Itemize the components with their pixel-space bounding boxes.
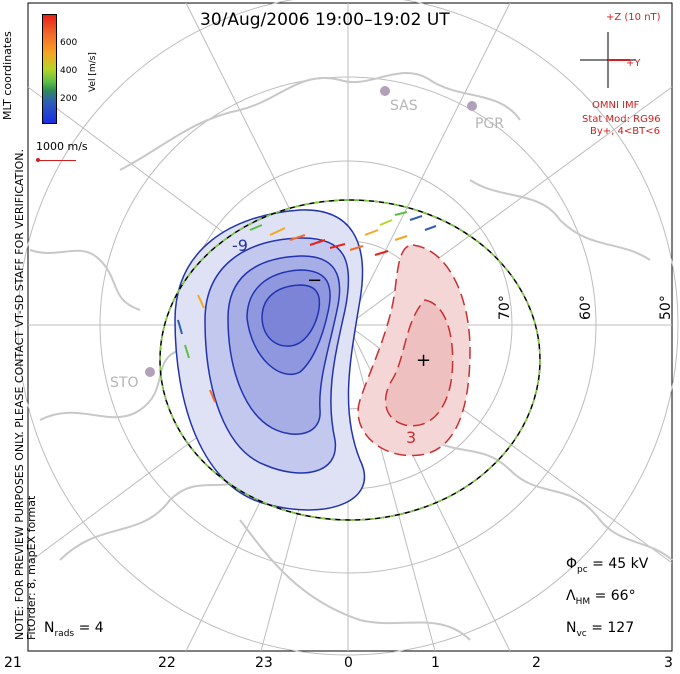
lat-label-60: 60° [578, 295, 594, 320]
station-sto-marker [145, 367, 155, 377]
neg-contour-5 [261, 284, 321, 347]
mlt-label-0: 0 [344, 655, 353, 671]
mlt-label-21: 21 [4, 655, 22, 671]
imf-y-label: +Y [626, 58, 641, 69]
imf-z-label: +Z (10 nT) [606, 12, 661, 23]
pos-contour-2 [384, 299, 454, 427]
station-pgr-label: PGR [475, 116, 505, 132]
station-sas-label: SAS [390, 98, 418, 114]
map-frame [27, 2, 673, 652]
scale-dot [36, 158, 40, 162]
lat-label-70: 70° [497, 295, 513, 320]
stat-phi-pc: Φpc = 45 kV [566, 556, 649, 575]
velocity-vectors [177, 211, 437, 403]
coordinate-label: MLT coordinates [1, 31, 14, 120]
hm-boundary-dash [159, 199, 541, 521]
scale-label: 1000 m/s [36, 140, 88, 153]
neg-contour-value: -9 [232, 236, 248, 255]
minus-marker: − [307, 270, 323, 291]
imf-condition: By+, 4<BT<6 [590, 126, 660, 137]
mlt-label-1: 1 [431, 655, 440, 671]
station-pgr-marker [467, 101, 477, 111]
station-sas-marker [380, 86, 390, 96]
station-sto-label: STO [110, 375, 139, 391]
imf-dial [580, 32, 636, 88]
stat-lambda-hm: ΛHM = 66° [566, 588, 636, 607]
scale-bar [38, 160, 76, 161]
pos-contour-value: 3 [406, 428, 417, 447]
negative-cell [174, 209, 366, 511]
side-note: MLT coordinates NOTE: FOR PREVIEW PURPOS… [1, 31, 38, 640]
station-markers [145, 86, 477, 377]
fit-order-note: FitOrder: 8, mapEX format [25, 495, 38, 640]
legend-tick-200: 200 [60, 94, 78, 104]
imf-source: OMNI IMF [592, 100, 640, 111]
mlt-label-23: 23 [255, 655, 273, 671]
stat-model: Stat Mod: RG96 [582, 114, 661, 125]
legend-unit: Vel [m/s] [88, 52, 98, 92]
mlt-label-2: 2 [532, 655, 541, 671]
velocity-colorbar [42, 14, 57, 124]
stat-n-rads: Nrads = 4 [44, 620, 104, 639]
stat-n-vc: Nvc = 127 [566, 620, 635, 639]
legend-tick-400: 400 [60, 66, 78, 76]
positive-cell [357, 244, 471, 457]
legend-tick-600: 600 [60, 38, 78, 48]
plus-marker: + [416, 350, 432, 371]
lat-label-50: 50° [658, 295, 674, 320]
map-title: 30/Aug/2006 19:00–19:02 UT [200, 10, 450, 30]
mlt-label-22: 22 [158, 655, 176, 671]
mlt-label-3: 3 [664, 655, 673, 671]
